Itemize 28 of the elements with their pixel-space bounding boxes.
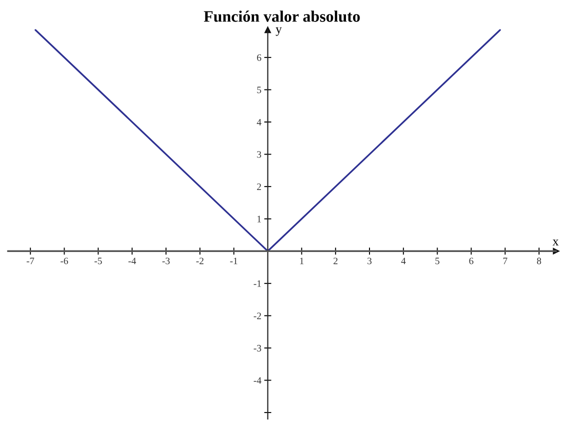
x-tick-label: -1 (230, 258, 238, 264)
x-tick-label: 5 (435, 258, 440, 264)
x-tick-label: 3 (368, 258, 372, 264)
y-axis-title: y (276, 27, 282, 36)
x-axis-title: x (552, 240, 559, 246)
x-tick-label: 2 (334, 258, 338, 264)
y-tick-label: 3 (257, 151, 262, 158)
y-tick-label: 2 (257, 184, 261, 190)
y-tick-label: -1 (254, 280, 261, 287)
y-tick-label: 6 (257, 54, 262, 61)
y-tick-label: 5 (257, 86, 262, 94)
x-tick-label: -4 (128, 258, 136, 264)
y-tick-label: 1 (258, 216, 261, 222)
y-tick-label: -4 (254, 377, 262, 384)
x-tick-label: 6 (469, 258, 474, 264)
y-tick-label: -3 (254, 344, 262, 352)
x-tick-label: -3 (162, 258, 170, 264)
x-tick-label: -2 (196, 258, 204, 264)
x-tick-label: 7 (503, 258, 508, 264)
x-tick-label: -6 (60, 258, 68, 264)
y-tick-label: -2 (254, 312, 261, 320)
x-tick-label: -5 (94, 258, 102, 264)
x-tick-label: 8 (536, 258, 542, 264)
x-tick-label: -7 (26, 258, 34, 264)
y-tick-label: 4 (256, 118, 262, 126)
x-tick-label: 4 (401, 258, 406, 264)
x-tick-label: 1 (300, 258, 304, 264)
chart-title: Función valor absoluto (204, 10, 360, 22)
